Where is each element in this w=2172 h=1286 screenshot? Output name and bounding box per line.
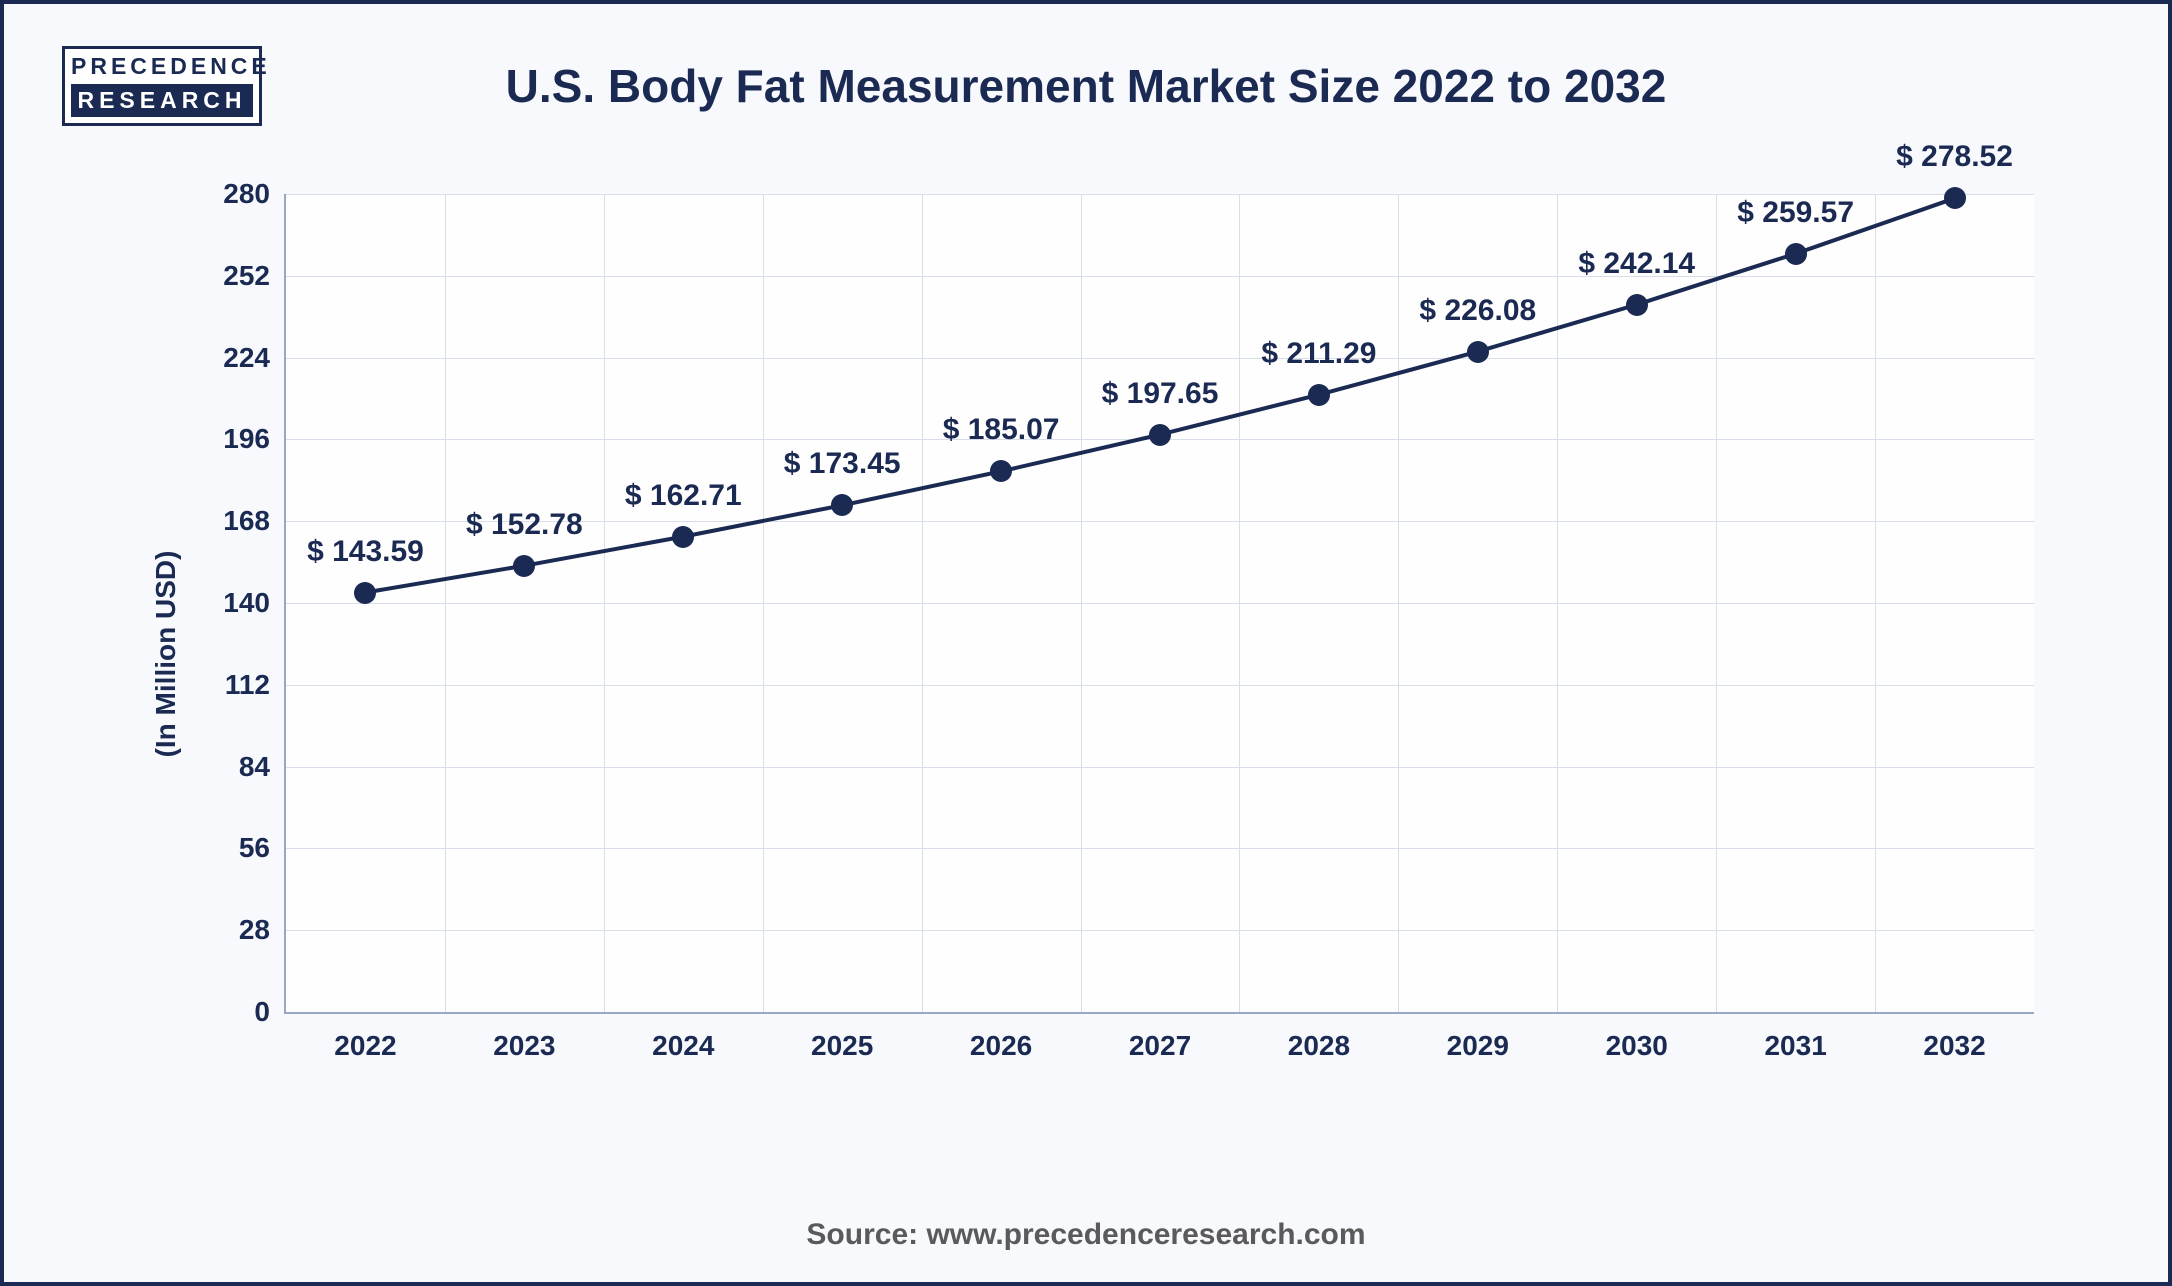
data-point	[1467, 341, 1489, 363]
data-point	[1308, 384, 1330, 406]
y-tick-label: 28	[239, 914, 286, 946]
data-point	[672, 526, 694, 548]
plot-inner: 0285684112140168196224252280202220232024…	[284, 194, 2034, 1014]
data-point	[1626, 294, 1648, 316]
data-label: $ 226.08	[1419, 294, 1536, 328]
data-label: $ 173.45	[784, 447, 901, 481]
data-point	[990, 460, 1012, 482]
data-point	[1785, 243, 1807, 265]
y-tick-label: 196	[223, 423, 286, 455]
x-tick-label: 2029	[1447, 1012, 1509, 1062]
data-point	[831, 494, 853, 516]
x-tick-label: 2030	[1606, 1012, 1668, 1062]
data-label: $ 185.07	[943, 413, 1060, 447]
x-tick-label: 2028	[1288, 1012, 1350, 1062]
x-tick-label: 2025	[811, 1012, 873, 1062]
x-tick-label: 2023	[493, 1012, 555, 1062]
x-tick-label: 2022	[334, 1012, 396, 1062]
data-label: $ 242.14	[1578, 247, 1695, 281]
y-tick-label: 168	[223, 505, 286, 537]
chart-title: U.S. Body Fat Measurement Market Size 20…	[4, 59, 2168, 113]
data-point	[354, 582, 376, 604]
data-point	[513, 555, 535, 577]
line-series	[286, 194, 2034, 1012]
data-label: $ 162.71	[625, 479, 742, 513]
y-tick-label: 56	[239, 832, 286, 864]
data-label: $ 143.59	[307, 535, 424, 569]
y-tick-label: 112	[225, 669, 286, 701]
x-tick-label: 2032	[1923, 1012, 1985, 1062]
y-tick-label: 224	[223, 342, 286, 374]
x-tick-label: 2027	[1129, 1012, 1191, 1062]
chart-container: PRECEDENCE RESEARCH U.S. Body Fat Measur…	[0, 0, 2172, 1286]
y-tick-label: 84	[239, 751, 286, 783]
data-point	[1944, 187, 1966, 209]
source-attribution: Source: www.precedenceresearch.com	[4, 1218, 2168, 1252]
data-label: $ 211.29	[1261, 337, 1376, 371]
y-tick-label: 140	[223, 587, 286, 619]
plot-area: (In Million USD) 02856841121401681962242…	[194, 184, 2074, 1124]
x-tick-label: 2024	[652, 1012, 714, 1062]
y-tick-label: 252	[223, 260, 286, 292]
y-tick-label: 0	[254, 996, 286, 1028]
data-point	[1149, 424, 1171, 446]
data-label: $ 152.78	[466, 508, 583, 542]
x-tick-label: 2026	[970, 1012, 1032, 1062]
x-tick-label: 2031	[1764, 1012, 1826, 1062]
data-label: $ 278.52	[1896, 140, 2013, 174]
data-label: $ 259.57	[1737, 196, 1854, 230]
y-axis-label: (In Million USD)	[150, 551, 182, 758]
y-tick-label: 280	[223, 178, 286, 210]
data-label: $ 197.65	[1102, 377, 1219, 411]
